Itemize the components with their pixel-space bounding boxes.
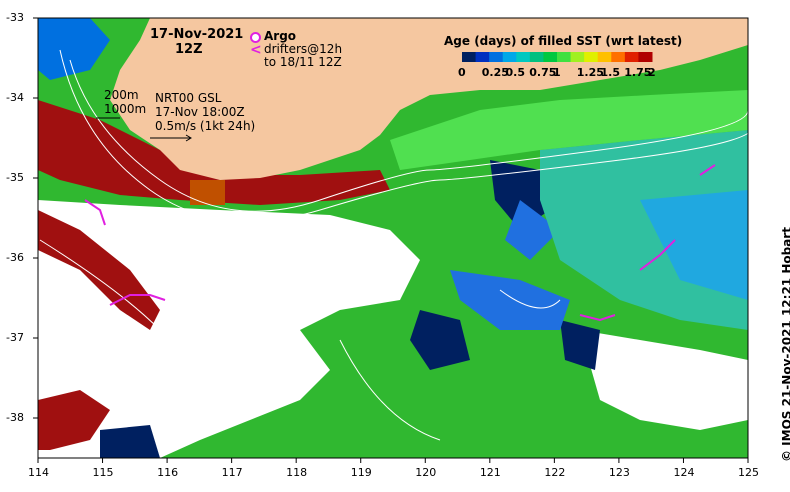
legend-title: Age (days) of filled SST (wrt latest) <box>444 34 683 48</box>
legend-swatch <box>638 52 653 62</box>
lon-tick-label: 118 <box>286 466 308 479</box>
legend-swatch <box>611 52 626 62</box>
legend-swatch <box>502 52 517 62</box>
lon-tick-label: 122 <box>544 466 566 479</box>
legend-swatch <box>529 52 544 62</box>
lon-tick-label: 123 <box>608 466 630 479</box>
legend-colorbar <box>462 52 653 62</box>
lon-tick-label: 114 <box>28 466 49 479</box>
drifter-tracks <box>84 164 716 322</box>
no-data-region <box>38 200 420 458</box>
drifters-sub: to 18/11 12Z <box>264 55 342 69</box>
legend-label: 1 <box>553 66 561 79</box>
credit-text: © IMOS 21-Nov-2021 12:21 Hobart <box>780 227 790 462</box>
lat-tick-label: -37 <box>6 331 24 344</box>
isobath-1000: 1000m <box>104 102 147 116</box>
product-time: 17-Nov 18:00Z <box>155 105 245 119</box>
legend-label: 0.25 <box>481 66 509 79</box>
lon-tick-label: 115 <box>92 466 114 479</box>
map-frame <box>37 17 749 459</box>
lat-tick-label: -35 <box>6 171 24 184</box>
lon-tick-label: 121 <box>479 466 501 479</box>
scale-arrow-head-icon <box>185 134 192 142</box>
legend-label: 1.5 <box>600 66 621 79</box>
isobath-200: 200m <box>104 88 139 102</box>
lon-tick-label: 120 <box>415 466 437 479</box>
argo-label: Argo <box>264 29 297 43</box>
drifter-chevron-icon: < <box>250 42 262 58</box>
legend-swatch <box>557 52 572 62</box>
legend-label: 2 <box>648 66 656 79</box>
map-date: 17-Nov-2021 <box>150 27 244 42</box>
legend-label: 1.25 <box>576 66 604 79</box>
legend-swatch <box>475 52 490 62</box>
lat-tick-label: -38 <box>6 411 24 424</box>
lat-tick-label: -36 <box>6 251 24 264</box>
legend-swatch <box>543 52 558 62</box>
legend-swatch <box>516 52 531 62</box>
legend-swatch <box>489 52 504 62</box>
lon-tick-label: 117 <box>221 466 243 479</box>
legend-swatch <box>584 52 599 62</box>
legend-label: 1.75 <box>624 66 652 79</box>
drifters-label: drifters@12h <box>264 42 343 56</box>
legend-label: 0.5 <box>505 66 526 79</box>
legend-swatch <box>570 52 585 62</box>
velocity-scale: 0.5m/s (1kt 24h) <box>155 119 256 133</box>
lon-tick-label: 124 <box>673 466 695 479</box>
product-name: NRT00 GSL <box>155 91 222 105</box>
lon-tick-label: 116 <box>157 466 179 479</box>
legend-swatch <box>624 52 639 62</box>
lon-tick-label: 125 <box>738 466 759 479</box>
map-time: 12Z <box>175 42 203 57</box>
legend-swatch <box>597 52 612 62</box>
lon-tick-label: 119 <box>350 466 372 479</box>
legend-swatch <box>462 52 477 62</box>
argo-marker-icon <box>250 32 261 43</box>
lat-tick-label: -34 <box>6 91 24 104</box>
legend-label: 0 <box>458 66 466 79</box>
lat-tick-label: -33 <box>6 11 24 24</box>
legend-label: 0.75 <box>529 66 557 79</box>
depth-contours <box>39 49 754 441</box>
